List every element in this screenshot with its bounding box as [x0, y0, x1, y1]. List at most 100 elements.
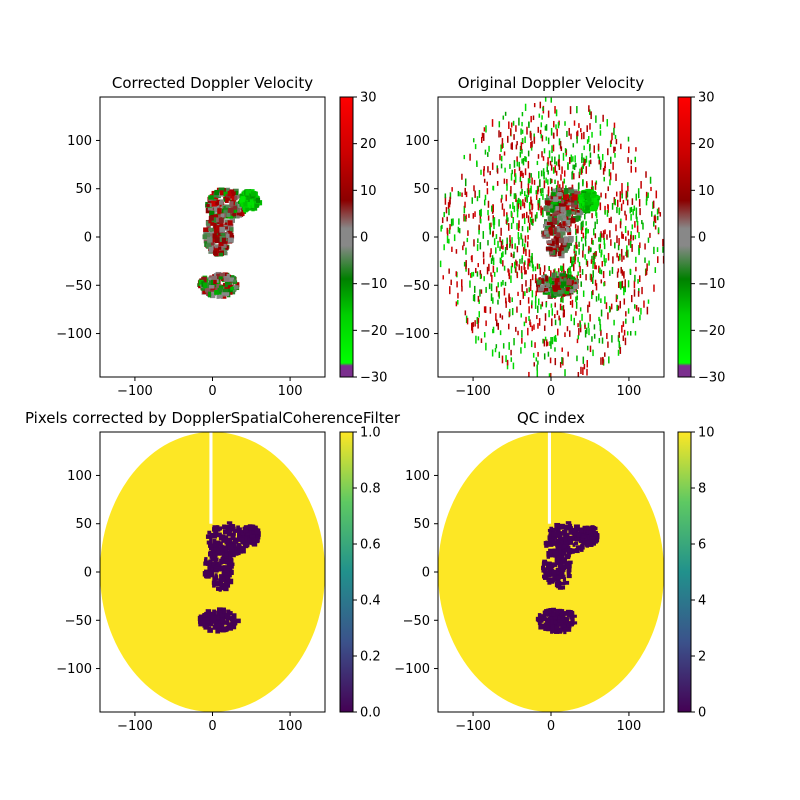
- echo-pixel-northeast-echo: [205, 207, 211, 214]
- noise-gate: [626, 331, 629, 336]
- echo-pixel-south-echo: [202, 288, 207, 295]
- echo-pixel-northeast-echo: [230, 191, 236, 197]
- noise-gate: [501, 138, 504, 144]
- noise-gate: [453, 234, 456, 242]
- noise-gate: [577, 256, 579, 263]
- echo-pixel-south-echo: [232, 285, 239, 290]
- noise-gate: [588, 301, 591, 308]
- noise-gate: [537, 189, 539, 195]
- noise-gate: [562, 312, 565, 318]
- echo-pixel-central-echo: [561, 217, 567, 221]
- noise-gate: [530, 185, 532, 194]
- noise-gate: [473, 285, 476, 293]
- noise-gate: [575, 235, 578, 244]
- noise-gate: [505, 194, 507, 202]
- noise-gate: [536, 369, 539, 377]
- echo-pixel-green-patch: [246, 196, 252, 200]
- noise-gate: [604, 193, 607, 199]
- echo-pixel-northeast-echo: [561, 199, 565, 204]
- echo-pixel-central-echo: [561, 250, 565, 255]
- noise-gate: [525, 316, 527, 324]
- colorbar-tick-label: 8: [698, 482, 706, 497]
- echo-pixel-green-patch: [248, 189, 253, 194]
- noise-gate: [497, 282, 499, 288]
- corrected-pixel: [208, 543, 214, 548]
- echo-pixel-northeast-echo: [572, 194, 578, 201]
- noise-gate: [550, 341, 552, 349]
- colorbar-tick-label: 2: [698, 650, 706, 665]
- noise-gate: [507, 137, 509, 143]
- echo-pixel-northeast-echo: [571, 211, 576, 215]
- noise-gate: [610, 139, 613, 145]
- noise-gate: [656, 208, 659, 215]
- echo-pixel-central-echo: [544, 230, 549, 235]
- corrected-pixel: [219, 558, 224, 563]
- noise-gate: [550, 127, 553, 136]
- corrected-pixel: [221, 570, 228, 577]
- echo-pixel-green-patch: [585, 205, 590, 211]
- colorbar: [677, 431, 692, 713]
- noise-gate: [652, 200, 655, 209]
- corrected-pixel: [550, 619, 554, 625]
- noise-gate: [530, 146, 533, 151]
- echo-pixel-central-echo: [222, 226, 229, 230]
- noise-gate: [547, 170, 549, 175]
- noise-gate: [625, 236, 627, 241]
- noise-gate: [467, 268, 470, 276]
- noise-gate: [556, 271, 558, 280]
- corrected-pixel: [562, 557, 568, 562]
- noise-gate: [562, 152, 565, 161]
- noise-gate: [494, 347, 497, 353]
- echo-pixel-south-echo: [221, 275, 226, 281]
- noise-gate: [529, 188, 531, 194]
- noise-gate: [531, 211, 533, 218]
- corrected-pixel: [230, 621, 234, 626]
- echo-pixel-south-echo: [224, 281, 230, 285]
- noise-gate: [441, 217, 444, 224]
- noise-gate: [528, 371, 530, 377]
- corrected-pixel: [214, 573, 218, 580]
- noise-gate: [617, 305, 620, 311]
- corrected-pixel: [239, 537, 246, 543]
- noise-gate: [510, 275, 512, 283]
- corrected-pixel: [556, 544, 562, 550]
- echo-pixel-central-echo: [554, 244, 560, 248]
- echo-pixel-northeast-echo: [546, 212, 551, 216]
- noise-gate: [478, 230, 480, 235]
- noise-gate: [638, 199, 641, 207]
- echo-pixel-central-echo: [562, 221, 566, 226]
- noise-gate: [472, 138, 475, 143]
- noise-gate: [487, 215, 490, 221]
- noise-gate: [604, 210, 606, 215]
- noise-gate: [489, 306, 492, 314]
- noise-gate: [600, 249, 603, 256]
- echo-pixel-green-patch: [594, 201, 599, 208]
- echo-pixel-central-echo: [554, 217, 561, 223]
- noise-gate: [497, 240, 499, 248]
- corrected-pixel: [211, 580, 216, 585]
- noise-gate: [575, 296, 577, 303]
- noise-gate: [476, 196, 479, 202]
- echo-pixel-south-echo: [572, 281, 577, 286]
- y-tick-label: 100: [67, 134, 92, 149]
- noise-gate: [498, 219, 500, 227]
- echo-pixel-south-echo: [560, 273, 567, 277]
- noise-gate: [512, 202, 514, 210]
- echo-pixel-northeast-echo: [549, 204, 553, 209]
- echo-pixel-green-patch: [591, 196, 596, 202]
- noise-gate: [543, 339, 546, 347]
- corrected-pixel: [568, 610, 573, 614]
- noise-gate: [457, 292, 459, 299]
- noise-gate: [598, 316, 600, 322]
- noise-gate: [504, 111, 507, 116]
- corrected-pixel: [230, 569, 234, 575]
- noise-gate: [506, 178, 508, 186]
- noise-gate: [612, 161, 614, 170]
- corrected-pixel: [559, 612, 565, 617]
- noise-gate: [520, 266, 523, 274]
- echo-pixel-northeast-echo: [227, 207, 234, 214]
- noise-gate: [611, 202, 614, 210]
- noise-gate: [513, 134, 515, 140]
- noise-gate: [511, 297, 513, 303]
